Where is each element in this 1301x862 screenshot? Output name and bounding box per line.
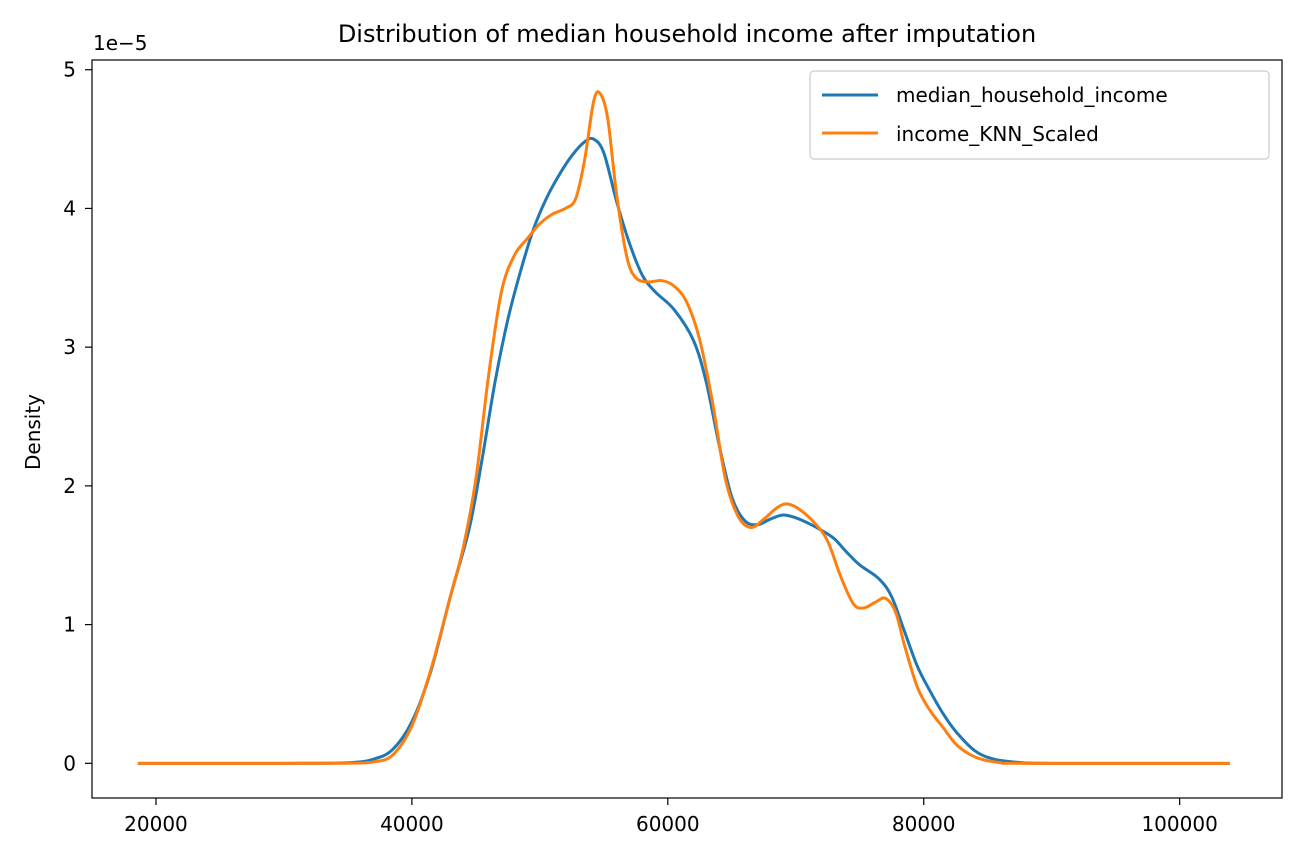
plot-frame bbox=[91, 59, 1283, 799]
y-tick-label: 1 bbox=[63, 613, 76, 637]
x-tick-label: 100000 bbox=[1141, 812, 1217, 836]
y-tick-label: 5 bbox=[63, 58, 76, 82]
y-axis-label: Density bbox=[21, 394, 45, 470]
x-tick-label: 20000 bbox=[124, 812, 188, 836]
y-tick-label: 2 bbox=[63, 474, 76, 498]
y-tick-label: 0 bbox=[63, 751, 76, 775]
y-axis-offset-label: 1e−5 bbox=[93, 31, 148, 55]
series-line-income-knn-scaled bbox=[137, 90, 1230, 765]
x-tick-label: 80000 bbox=[892, 812, 956, 836]
ticks-layer: 20000 40000 60000 80000 100000 0 1 2 3 4 5 bbox=[63, 58, 1218, 836]
y-tick-label: 4 bbox=[63, 196, 76, 220]
y-tick-label: 3 bbox=[63, 335, 76, 359]
series-line-median-household-income bbox=[137, 136, 1230, 765]
chart-title: Distribution of median household income … bbox=[338, 20, 1036, 48]
legend: median_household_income income_KNN_Scale… bbox=[809, 70, 1270, 160]
x-tick-label: 40000 bbox=[380, 812, 444, 836]
x-tick-label: 60000 bbox=[636, 812, 700, 836]
legend-label-median-household-income: median_household_income bbox=[896, 83, 1168, 107]
series-layer bbox=[137, 90, 1230, 765]
legend-label-income-knn-scaled: income_KNN_Scaled bbox=[896, 122, 1099, 146]
legend-box bbox=[809, 70, 1270, 160]
